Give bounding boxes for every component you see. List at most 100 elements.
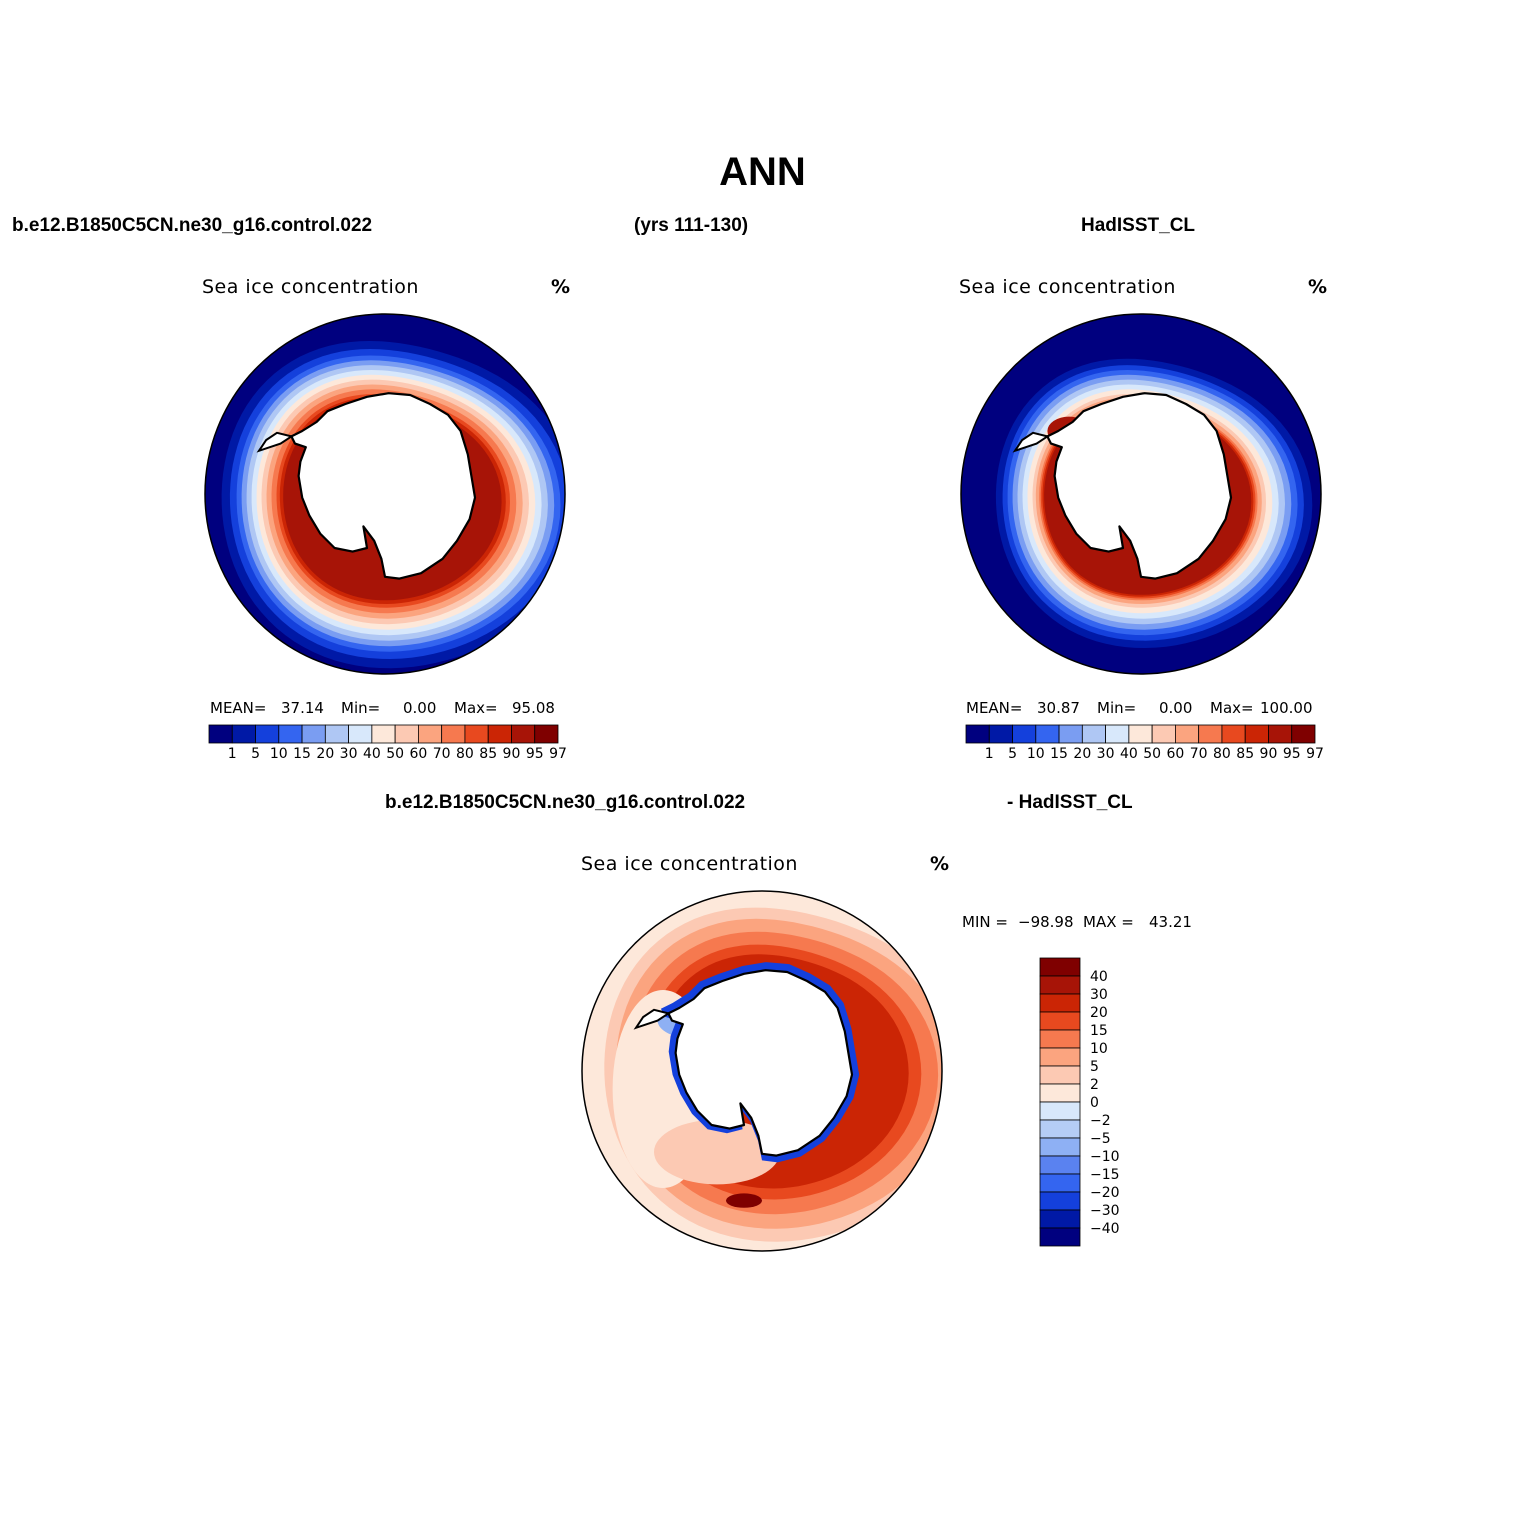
colorbar-tick-label: 90	[503, 746, 521, 762]
colorbar-swatch	[1039, 1083, 1081, 1103]
antarctica-coastline	[290, 392, 477, 580]
antarctica-coastline	[667, 969, 854, 1157]
panel2-min-value: 0.00	[1159, 699, 1193, 717]
colorbar-swatch	[511, 724, 536, 744]
colorbar-tick-label: −2	[1090, 1113, 1111, 1129]
colorbar-swatch	[1039, 1101, 1081, 1121]
panel1-map	[205, 314, 565, 674]
peninsula-coastline	[633, 1008, 671, 1030]
colorbar-swatch	[1039, 1191, 1081, 1211]
colorbar-tick-label: 97	[549, 746, 567, 762]
colorbar-tick-label: −20	[1090, 1185, 1120, 1201]
panel1-mean-value: 37.14	[281, 699, 324, 717]
colorbar-tick-label: −10	[1090, 1149, 1120, 1165]
panel3-min-label: MIN =	[962, 913, 1008, 931]
colorbar-tick-label: 5	[1090, 1059, 1099, 1075]
panel1-mean-label: MEAN=	[210, 699, 267, 717]
map-boundary-circle	[581, 890, 943, 1252]
colorbar-tick-label: 95	[526, 746, 544, 762]
colorbar-tick-label: 40	[1120, 746, 1138, 762]
colorbar-swatch	[1039, 1173, 1081, 1193]
colorbar-swatch	[1058, 724, 1083, 744]
colorbar-tick-label: −5	[1090, 1131, 1111, 1147]
colorbar-tick-label: 20	[1073, 746, 1091, 762]
colorbar-tick-label: 85	[479, 746, 497, 762]
diff-obs-header: - HadISST_CL	[1007, 792, 1133, 813]
colorbar-swatch	[324, 724, 350, 744]
colorbar-swatch	[1039, 975, 1081, 995]
colorbar-swatch	[208, 724, 233, 744]
colorbar-tick-label: 95	[1283, 746, 1301, 762]
colorbar-tick-label: 0	[1090, 1095, 1099, 1111]
colorbar-swatch	[441, 724, 466, 744]
colorbar-swatch	[348, 724, 373, 744]
panel1-title: Sea ice concentration	[202, 276, 419, 298]
colorbar-tick-label: 70	[1190, 746, 1208, 762]
panel2-title: Sea ice concentration	[959, 276, 1176, 298]
antarctica-coastline	[1046, 392, 1233, 580]
panel2-max-value: 100.00	[1260, 699, 1313, 717]
colorbar-tick-label: 50	[386, 746, 404, 762]
colorbar-tick-label: 10	[1090, 1041, 1108, 1057]
panel3-min-value: −98.98	[1018, 913, 1074, 931]
colorbar-swatch	[417, 724, 443, 744]
colorbar-swatch	[1039, 957, 1081, 977]
colorbar-tick-label: 90	[1260, 746, 1278, 762]
colorbar-swatch	[1175, 724, 1200, 744]
colorbar-swatch	[1291, 724, 1316, 744]
colorbar-tick-label: 30	[340, 746, 358, 762]
panel2-units: %	[1308, 276, 1328, 298]
years-header: (yrs 111-130)	[634, 215, 749, 236]
colorbar-tick-label: 1	[228, 746, 237, 762]
map-boundary-circle	[204, 313, 566, 675]
panel3-max-value: 43.21	[1149, 913, 1192, 931]
panel2-map	[961, 314, 1321, 674]
colorbar-swatch	[965, 724, 990, 744]
colorbar-swatch	[1035, 724, 1060, 744]
colorbar-tick-label: −30	[1090, 1203, 1120, 1219]
colorbar-swatch	[1081, 724, 1107, 744]
colorbar-swatch	[1221, 724, 1246, 744]
colorbar-swatch	[487, 724, 512, 744]
colorbar-swatch	[1039, 1047, 1081, 1067]
peninsula-coastline	[1012, 431, 1050, 453]
colorbar-swatch	[988, 724, 1013, 744]
colorbar-swatch	[1039, 1227, 1081, 1247]
colorbar-swatch	[1039, 1011, 1081, 1031]
colorbar-swatch	[231, 724, 256, 744]
low-change-region	[654, 1119, 780, 1185]
colorbar-swatch	[371, 724, 396, 744]
panel2-max-label: Max=	[1210, 699, 1254, 717]
colorbar-tick-label: 10	[1027, 746, 1045, 762]
max-change-region	[726, 1193, 762, 1208]
colorbar-swatch	[534, 724, 559, 744]
panel2-mean-value: 30.87	[1037, 699, 1080, 717]
colorbar-tick-label: 20	[1090, 1005, 1108, 1021]
peninsula-coastline	[256, 431, 294, 453]
colorbar-tick-label: 80	[1213, 746, 1231, 762]
colorbar-swatch	[1039, 1209, 1081, 1229]
panel2-mean-label: MEAN=	[966, 699, 1023, 717]
colorbar-tick-label: 15	[1090, 1023, 1108, 1039]
colorbar-tick-label: −40	[1090, 1221, 1120, 1237]
panel3-max-label: MAX =	[1083, 913, 1134, 931]
panel1-units: %	[551, 276, 571, 298]
panel1-max-label: Max=	[454, 699, 498, 717]
colorbar-tick-label: 5	[1008, 746, 1017, 762]
colorbar-tick-label: 60	[409, 746, 427, 762]
colorbar-tick-label: 2	[1090, 1077, 1099, 1093]
colorbar-tick-label: 60	[1166, 746, 1184, 762]
colorbar-swatch	[1039, 1155, 1081, 1175]
colorbar-swatch	[1039, 1137, 1081, 1157]
panel3-units: %	[930, 853, 950, 875]
colorbar-swatch	[1105, 724, 1130, 744]
colorbar-tick-label: 40	[1090, 969, 1108, 985]
colorbar-tick-label: 10	[270, 746, 288, 762]
colorbar-tick-label: 70	[433, 746, 451, 762]
colorbar-tick-label: 1	[985, 746, 994, 762]
colorbar-tick-label: 85	[1236, 746, 1254, 762]
colorbar-swatch	[301, 724, 326, 744]
diff-case-header: b.e12.B1850C5CN.ne30_g16.control.022	[385, 792, 746, 813]
colorbar-swatch	[1198, 724, 1223, 744]
